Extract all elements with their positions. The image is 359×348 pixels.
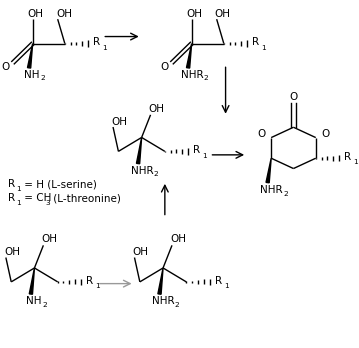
Polygon shape xyxy=(158,268,163,294)
Text: NH: NH xyxy=(25,296,41,306)
Text: OH: OH xyxy=(27,9,43,19)
Text: = H (L-serine): = H (L-serine) xyxy=(21,180,97,189)
Text: NHR: NHR xyxy=(261,184,283,195)
Text: 2: 2 xyxy=(41,75,46,81)
Text: R: R xyxy=(86,276,93,286)
Text: O: O xyxy=(289,92,298,102)
Text: NHR: NHR xyxy=(131,166,154,175)
Text: 3: 3 xyxy=(46,199,50,206)
Text: R: R xyxy=(252,38,260,47)
Text: OH: OH xyxy=(4,247,20,257)
Text: OH: OH xyxy=(133,247,149,257)
Text: R: R xyxy=(344,152,351,162)
Text: 1: 1 xyxy=(95,283,100,289)
Polygon shape xyxy=(266,158,271,183)
Text: OH: OH xyxy=(186,9,202,19)
Text: 1: 1 xyxy=(353,159,358,165)
Text: O: O xyxy=(1,62,9,72)
Text: 2: 2 xyxy=(204,75,208,81)
Text: O: O xyxy=(322,129,330,139)
Text: 1: 1 xyxy=(102,45,107,51)
Text: 1: 1 xyxy=(16,199,21,206)
Text: OH: OH xyxy=(170,235,186,244)
Text: NHR: NHR xyxy=(181,70,204,80)
Text: R: R xyxy=(194,145,201,155)
Text: OH: OH xyxy=(215,9,231,19)
Text: O: O xyxy=(257,129,265,139)
Text: NHR: NHR xyxy=(152,296,175,306)
Text: NH: NH xyxy=(24,70,39,80)
Text: 2: 2 xyxy=(283,191,288,197)
Text: 1: 1 xyxy=(16,185,21,192)
Polygon shape xyxy=(29,268,34,294)
Text: 1: 1 xyxy=(224,283,229,289)
Text: R: R xyxy=(93,38,101,47)
Text: R: R xyxy=(8,193,15,203)
Text: = CH: = CH xyxy=(21,193,52,203)
Text: R: R xyxy=(215,276,222,286)
Text: OH: OH xyxy=(111,117,127,127)
Text: R: R xyxy=(8,180,15,189)
Text: OH: OH xyxy=(56,9,72,19)
Polygon shape xyxy=(28,44,33,68)
Text: 2: 2 xyxy=(42,302,47,308)
Polygon shape xyxy=(136,137,142,164)
Text: 2: 2 xyxy=(175,302,180,308)
Polygon shape xyxy=(186,44,192,68)
Text: OH: OH xyxy=(149,104,165,114)
Text: 1: 1 xyxy=(202,152,207,159)
Text: O: O xyxy=(160,62,168,72)
Text: OH: OH xyxy=(42,235,57,244)
Text: 1: 1 xyxy=(261,45,266,51)
Text: (L-threonine): (L-threonine) xyxy=(50,193,121,203)
Text: 2: 2 xyxy=(153,171,158,177)
